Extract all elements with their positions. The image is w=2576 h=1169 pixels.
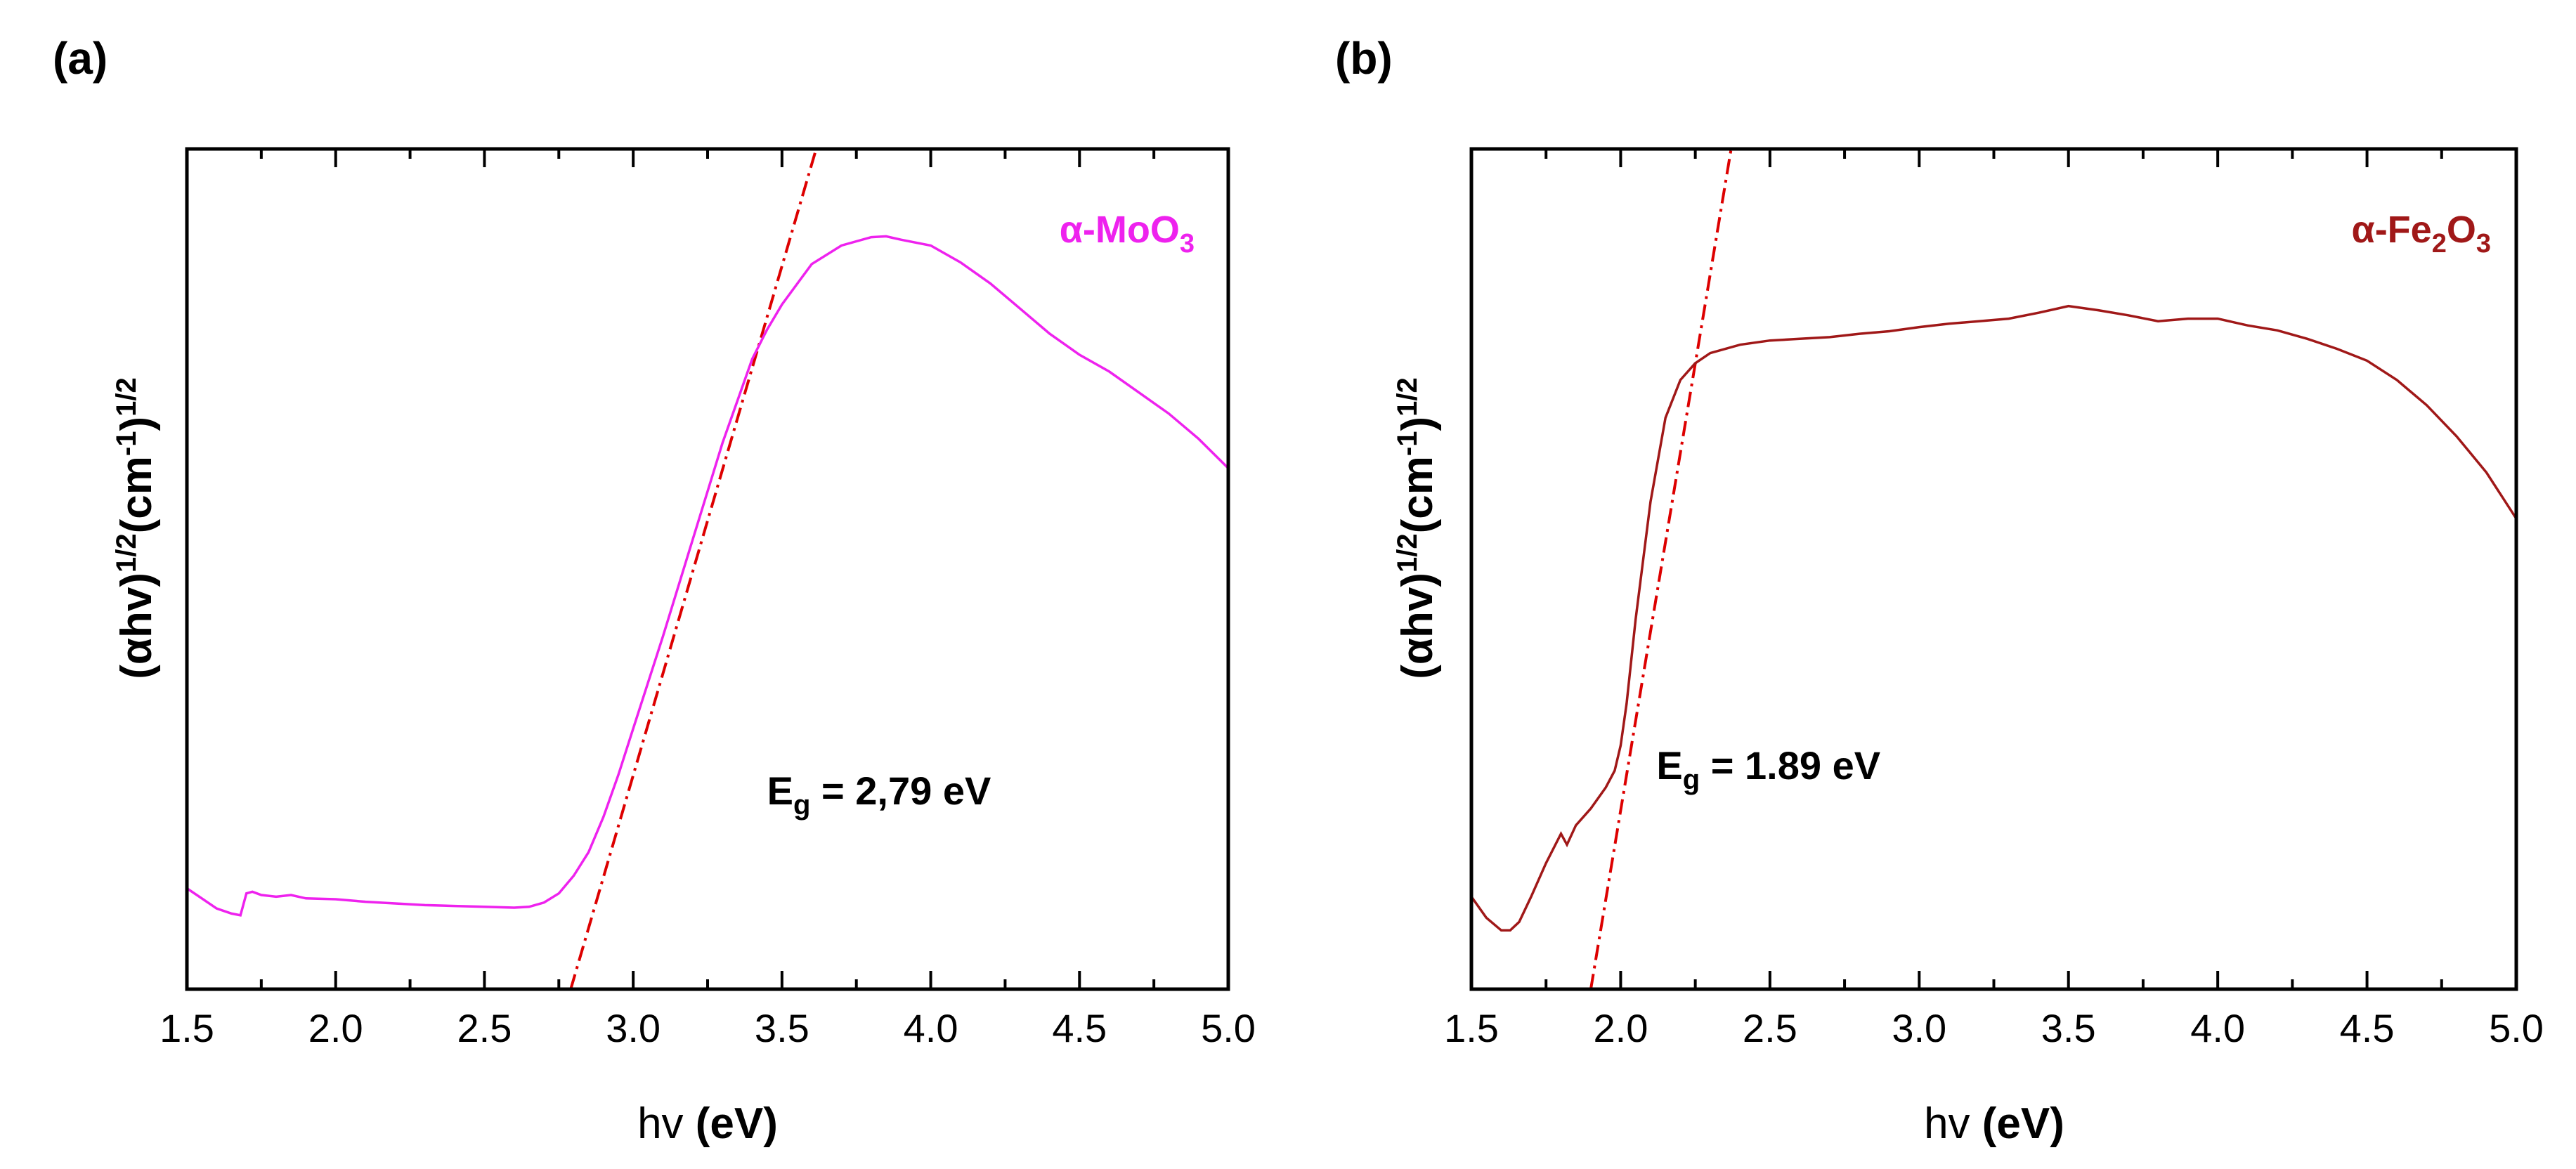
x-tick-label: 2.5 [1743,1006,1797,1050]
panel-a: (a) (αhv)1/2(cm-1)1/2 1.5 2.0 2.5 3.0 3.5 4.0… [53,33,1256,1148]
panel-a-bandgap-annotation: Eg = 2,79 eV [767,769,991,821]
panel-b-fit-line [1589,149,1733,989]
panel-a-y-axis-title: (αhv)1/2(cm-1)1/2 [111,377,161,679]
x-tick-label: 5.0 [1201,1006,1256,1050]
panel-b-bandgap-annotation: Eg = 1.89 eV [1656,743,1880,795]
panel-b-ticks [1470,149,2518,989]
panel-b-plot-frame [1469,147,2518,991]
x-tick-label: 5.0 [2489,1006,2544,1050]
x-tick-label: 4.5 [1052,1006,1107,1050]
x-tick-label: 2.0 [1593,1006,1648,1050]
panel-b-y-axis-title: (αhv)1/2(cm-1)1/2 [1392,377,1442,679]
x-tick-label: 4.0 [2190,1006,2245,1050]
x-tick-label: 3.0 [1892,1006,1946,1050]
panel-b-tick-labels: 1.5 2.0 2.5 3.0 3.5 4.0 4.5 5.0 [1444,1006,2544,1050]
x-tick-label: 3.0 [606,1006,661,1050]
x-tick-label: 2.0 [308,1006,363,1050]
panel-b-data-curve [1471,304,2516,932]
panel-a-data-curve [187,235,1228,917]
panel-a-tick-labels: 1.5 2.0 2.5 3.0 3.5 4.0 4.5 5.0 [160,1006,1256,1050]
x-tick-label: 2.5 [457,1006,512,1050]
panel-a-label: (a) [53,33,108,84]
x-tick-label: 1.5 [1444,1006,1499,1050]
panel-b-x-axis-title: hv (eV) [1924,1099,2064,1148]
panel-b-legend: α-Fe2O3 [2352,209,2492,259]
panel-b-label: (b) [1335,33,1393,84]
x-tick-label: 1.5 [160,1006,214,1050]
panel-b: (b) (αhv)1/2(cm-1)1/2 1.5 2.0 2.5 3.0 3.5 4.0… [1335,33,2544,1148]
panel-a-x-axis-title: hv (eV) [637,1099,778,1148]
panel-a-plot-frame [185,147,1230,991]
x-tick-label: 3.5 [2041,1006,2096,1050]
panel-a-fit-line [569,149,818,989]
x-tick-label: 4.5 [2340,1006,2395,1050]
x-tick-label: 4.0 [904,1006,958,1050]
x-tick-label: 3.5 [755,1006,809,1050]
panel-a-legend: α-MoO3 [1060,209,1195,259]
